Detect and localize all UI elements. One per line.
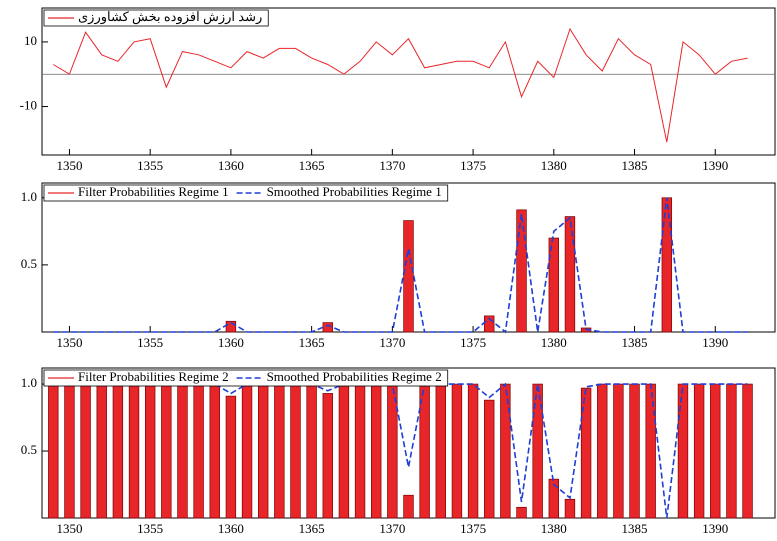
x-tick-label: 1380 [541, 158, 567, 173]
x-tick-label: 1375 [460, 335, 486, 350]
bar [209, 383, 220, 519]
bar [225, 320, 237, 333]
bar [435, 383, 446, 519]
bar [467, 383, 479, 519]
x-tick-label: 1365 [299, 335, 325, 350]
y-tick-label: 0.5 [21, 256, 37, 271]
bar [710, 383, 721, 519]
bar [693, 383, 705, 519]
x-tick-label: 1360 [218, 335, 244, 350]
bar [629, 383, 640, 519]
x-tick-label: 1365 [299, 158, 325, 173]
x-tick-label: 1380 [541, 335, 567, 350]
bar [516, 209, 527, 333]
x-tick-label: 1350 [56, 335, 82, 350]
bar [597, 383, 608, 519]
x-tick-label: 1355 [137, 158, 163, 173]
bar [726, 383, 737, 519]
legend-label: رشد ارزش افزوده بخش کشاورزی [78, 9, 262, 25]
x-tick-label: 1365 [299, 521, 325, 536]
x-tick-label: 1390 [702, 335, 728, 350]
x-tick-label: 1350 [56, 521, 82, 536]
bar [48, 383, 59, 519]
bar [661, 197, 673, 333]
bar [387, 383, 398, 519]
bar [548, 237, 560, 333]
x-tick-label: 1370 [379, 521, 405, 536]
y-tick-label: 10 [24, 33, 37, 48]
bar [742, 383, 753, 519]
bar [225, 395, 237, 519]
bar [484, 399, 495, 519]
x-tick-label: 1350 [56, 158, 82, 173]
bar [241, 383, 253, 519]
y-tick-label: 1.0 [21, 189, 37, 204]
bar [645, 383, 656, 519]
series-line [53, 197, 748, 334]
bar [80, 383, 91, 519]
legend-label: Filter Probabilities Regime 2 [78, 369, 229, 384]
bar [338, 383, 350, 519]
legend-label: Smoothed Probabilities Regime 1 [267, 184, 442, 199]
bar [677, 383, 689, 519]
x-tick-label: 1385 [622, 158, 648, 173]
bar [96, 383, 107, 519]
x-tick-label: 1370 [379, 158, 405, 173]
bar [548, 478, 560, 519]
bar [403, 494, 414, 519]
bar [516, 506, 527, 519]
x-tick-label: 1380 [541, 521, 567, 536]
bar [257, 383, 269, 519]
bar [306, 383, 317, 519]
bar [322, 393, 333, 519]
x-tick-label: 1375 [460, 158, 486, 173]
series-line [53, 382, 748, 519]
bar [112, 383, 124, 519]
x-tick-label: 1360 [218, 521, 244, 536]
bar [274, 383, 285, 519]
bar [161, 383, 172, 519]
bar [613, 383, 624, 519]
bar [354, 383, 366, 519]
x-tick-label: 1355 [137, 335, 163, 350]
x-tick-label: 1360 [218, 158, 244, 173]
bar [290, 383, 301, 519]
legend-label: Filter Probabilities Regime 1 [78, 184, 229, 199]
y-tick-label: 0.5 [21, 442, 37, 457]
y-tick-label: 1.0 [21, 375, 37, 390]
x-tick-label: 1355 [137, 521, 163, 536]
x-tick-label: 1385 [622, 335, 648, 350]
bar [451, 383, 463, 519]
series-line [53, 27, 748, 143]
bar [580, 387, 592, 519]
bar [484, 315, 495, 333]
x-tick-label: 1390 [702, 158, 728, 173]
bar [144, 383, 156, 519]
x-tick-label: 1370 [379, 335, 405, 350]
y-tick-label: -10 [20, 98, 37, 113]
bar [532, 383, 543, 519]
bar [64, 383, 75, 519]
plot-frame [41, 7, 776, 156]
bar [128, 383, 140, 519]
x-tick-label: 1390 [702, 521, 728, 536]
legend-label: Smoothed Probabilities Regime 2 [267, 369, 442, 384]
bar [371, 383, 382, 519]
x-tick-label: 1375 [460, 521, 486, 536]
x-tick-label: 1385 [622, 521, 648, 536]
bar [564, 498, 576, 519]
bar [403, 220, 414, 333]
bar [564, 216, 576, 333]
bar [177, 383, 188, 519]
legend-box [43, 9, 269, 27]
bar [193, 383, 204, 519]
